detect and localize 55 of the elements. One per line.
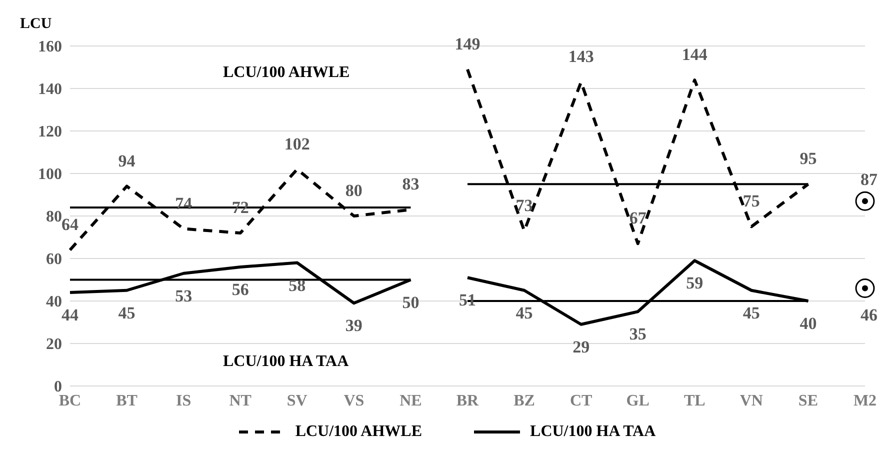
data-label: 75 <box>742 192 760 211</box>
data-label: 83 <box>402 174 420 194</box>
x-tick-label: NT <box>229 392 252 410</box>
data-label: 29 <box>572 337 590 356</box>
data-label: 51 <box>459 290 476 310</box>
data-label: 102 <box>284 134 310 154</box>
data-label: 35 <box>629 324 646 344</box>
y-tick-label: 100 <box>38 166 62 184</box>
data-label: 144 <box>682 45 708 64</box>
data-label: 39 <box>345 316 362 336</box>
y-tick-label: 160 <box>38 38 62 56</box>
x-tick-label: GL <box>626 392 650 410</box>
data-label: 50 <box>402 292 420 312</box>
data-label: 149 <box>454 34 480 54</box>
x-tick-label: CT <box>570 392 593 410</box>
x-tick-label: BZ <box>514 392 535 410</box>
data-label: 59 <box>686 274 704 293</box>
x-tick-label: VN <box>740 392 764 410</box>
x-tick-label: NE <box>400 392 422 410</box>
data-label: 46 <box>860 305 878 324</box>
x-tick-label: SV <box>286 392 308 410</box>
data-label: 45 <box>516 303 533 322</box>
data-label: 58 <box>288 276 306 295</box>
x-tick-label: M2 <box>853 392 877 410</box>
data-label: 87 <box>860 170 878 190</box>
data-label: 45 <box>742 303 760 322</box>
y-tick-label: 60 <box>46 251 62 268</box>
annotation: LCU/100 HA TAA <box>223 353 349 371</box>
data-label: 40 <box>800 314 817 333</box>
x-tick-label: VS <box>344 392 364 410</box>
data-label: 64 <box>62 215 79 234</box>
data-label: 95 <box>800 149 817 168</box>
x-tick-label: IS <box>176 392 192 410</box>
y-tick-label: 40 <box>46 294 62 311</box>
data-label: 53 <box>175 286 192 306</box>
data-label: 44 <box>62 306 79 324</box>
data-label: 45 <box>118 303 136 322</box>
legend-label: LCU/100 AHWLE <box>295 423 422 441</box>
annotation: LCU/100 AHWLE <box>223 64 350 82</box>
y-tick-label: 120 <box>38 124 62 141</box>
y-tick-label: 20 <box>46 336 62 354</box>
x-tick-label: SE <box>798 392 818 410</box>
legend-label: LCU/100 HA TAA <box>530 423 656 441</box>
x-tick-label: BR <box>456 392 480 410</box>
data-label: 67 <box>629 208 647 228</box>
data-label: 56 <box>232 280 249 299</box>
x-tick-label: BT <box>116 392 138 410</box>
y-tick-label: 80 <box>46 208 62 226</box>
y-axis-title: LCU <box>20 16 52 33</box>
data-label: 73 <box>516 196 533 215</box>
data-label: 143 <box>568 47 594 66</box>
x-tick-label: TL <box>684 392 706 410</box>
y-tick-label: 140 <box>38 81 62 98</box>
data-label: 94 <box>118 151 136 170</box>
data-label: 80 <box>345 181 362 200</box>
